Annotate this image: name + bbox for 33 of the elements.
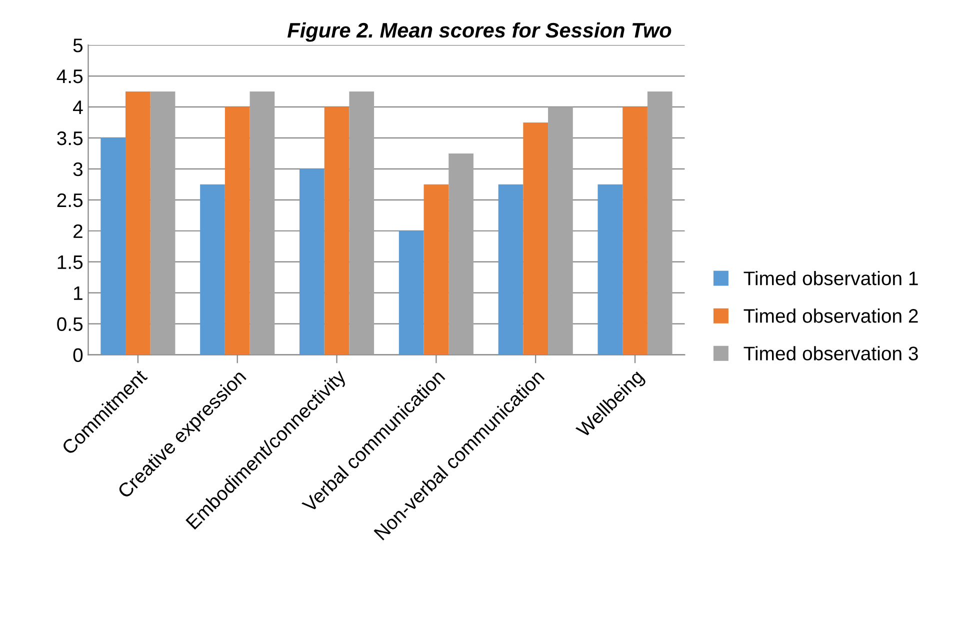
- legend-label: Timed observation 1: [744, 270, 918, 286]
- bar: [100, 138, 126, 355]
- legend-label: Timed observation 3: [744, 346, 918, 360]
- bar: [622, 106, 648, 355]
- y-tick-label: 2.5: [57, 193, 83, 208]
- y-tick-label: 0: [73, 348, 83, 362]
- chart-title: Figure 2. Mean scores for Session Two: [288, 22, 672, 42]
- bar: [224, 106, 250, 355]
- y-tick-label: 1.5: [58, 256, 83, 270]
- bar: [250, 92, 275, 355]
- bar: [349, 92, 374, 355]
- bar: [299, 168, 324, 355]
- y-tick-label: 3: [73, 162, 83, 176]
- bar: [324, 106, 350, 355]
- bar: [126, 92, 150, 355]
- y-tick-label: 0.5: [57, 317, 83, 332]
- bar: [448, 153, 474, 355]
- y-tick-label: 5: [73, 38, 83, 52]
- bar: [200, 184, 225, 355]
- bar: [598, 184, 623, 355]
- bar: [548, 106, 573, 355]
- y-tick-label: 4: [73, 100, 83, 114]
- bar: [523, 122, 548, 355]
- bar: [498, 184, 524, 355]
- bar: [647, 92, 672, 355]
- y-tick-label: 2: [74, 224, 82, 238]
- bar: [150, 92, 176, 355]
- bar: [424, 184, 449, 355]
- y-tick-label: 4.5: [56, 70, 83, 84]
- bar: [398, 230, 424, 355]
- legend-label: Timed observation 2: [744, 308, 918, 323]
- y-tick-label: 1: [74, 286, 82, 300]
- y-tick-label: 3.5: [57, 131, 83, 146]
